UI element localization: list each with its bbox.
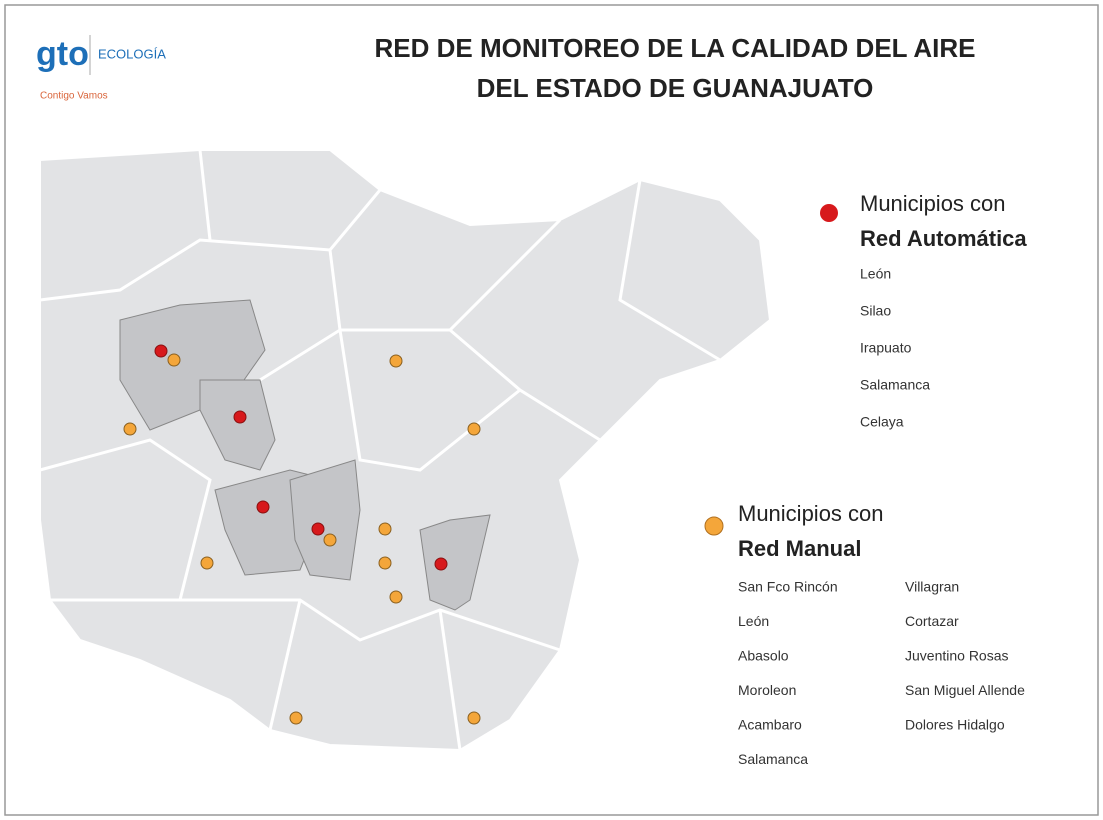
legend-item: Celaya — [860, 414, 904, 430]
title-line: RED DE MONITOREO DE LA CALIDAD DEL AIRE — [375, 33, 976, 63]
legend-item: Salamanca — [860, 377, 930, 393]
legend-item: Cortazar — [905, 613, 959, 629]
legend-item: Irapuato — [860, 340, 912, 356]
legend-item: Silao — [860, 303, 891, 319]
stations — [123, 344, 481, 725]
manual-station — [389, 590, 403, 604]
legend-heading: Municipios con — [860, 191, 1006, 216]
manual-station — [467, 422, 481, 436]
manual-station — [389, 354, 403, 368]
border — [39, 189, 382, 302]
municipality — [419, 514, 491, 611]
legend-heading: Red Manual — [738, 536, 861, 561]
legend-heading: Red Automática — [860, 226, 1027, 251]
legend-item: Moroleon — [738, 682, 796, 698]
border — [198, 149, 212, 241]
border — [268, 599, 302, 731]
map — [39, 149, 772, 752]
legend-dot — [820, 204, 838, 222]
border — [259, 328, 341, 382]
automatic-station — [434, 557, 448, 571]
title-line: DEL ESTADO DE GUANAJUATO — [477, 73, 874, 103]
manual-station — [378, 522, 392, 536]
legend-item: León — [738, 613, 769, 629]
logo-mark: gto — [36, 35, 89, 73]
logo-name: ECOLOGÍA — [98, 46, 166, 61]
automatic-station — [311, 522, 325, 536]
manual-station — [289, 711, 303, 725]
legend-item: Juventino Rosas — [905, 648, 1009, 664]
logo-slogan: Contigo Vamos — [40, 91, 108, 102]
legend-item: San Fco Rincón — [738, 579, 838, 595]
legend-item: Acambaro — [738, 717, 802, 733]
legend-heading: Municipios con — [738, 501, 884, 526]
legend-item: León — [860, 266, 891, 282]
legend-item: Salamanca — [738, 751, 808, 767]
legend-item: San Miguel Allende — [905, 682, 1025, 698]
highlighted-municipalities — [119, 299, 491, 611]
manual-station — [200, 556, 214, 570]
legend-item: Villagran — [905, 579, 959, 595]
legend-items: León Silao Irapuato Salamanca Celaya — [860, 266, 930, 430]
border — [438, 609, 462, 751]
legend-item: Dolores Hidalgo — [905, 717, 1005, 733]
legend-item: Abasolo — [738, 648, 789, 664]
automatic-station — [154, 344, 168, 358]
manual-station — [467, 711, 481, 725]
municipality — [199, 379, 276, 471]
manual-station — [123, 422, 137, 436]
legend-items: San Fco Rincón León Abasolo Moroleon Acambar… — [738, 579, 1025, 768]
automatic-station — [256, 500, 270, 514]
automatic-station — [233, 410, 247, 424]
border — [618, 179, 721, 362]
border — [180, 598, 561, 652]
manual-station — [323, 533, 337, 547]
border — [39, 438, 212, 602]
manual-station — [378, 556, 392, 570]
manual-station — [167, 353, 181, 367]
border — [328, 218, 562, 332]
legend-dot — [704, 516, 724, 536]
municipality — [289, 459, 361, 581]
